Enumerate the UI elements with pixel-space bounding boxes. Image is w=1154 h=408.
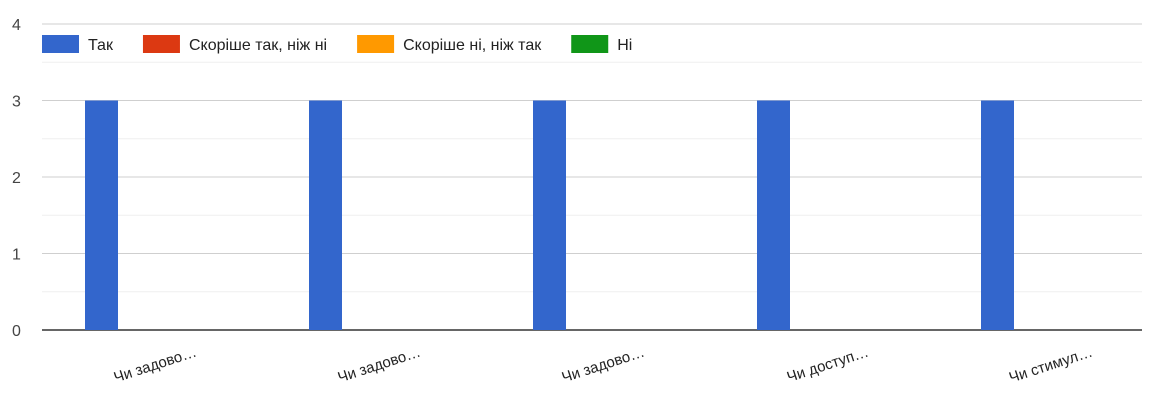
x-tick-label: Чи стимул… [1007,344,1095,387]
legend: Так Скоріше так, ніж ні Скоріше ні, ніж та… [42,35,632,54]
bar[interactable] [981,100,1014,331]
y-tick-label: 3 [12,94,21,111]
y-tick-label: 2 [12,170,21,187]
y-tick-label: 1 [12,247,21,264]
bars-layer [85,100,1014,331]
legend-swatch [571,35,609,53]
bar[interactable] [533,100,566,331]
y-tick-label: 0 [12,323,21,340]
legend-label[interactable]: Скоріше так, ніж ні [189,37,327,54]
legend-swatch [42,35,79,53]
bar[interactable] [85,100,118,331]
y-tick-label: 4 [12,17,21,34]
x-tick-label: Чи задово… [112,344,199,387]
legend-label[interactable]: Так [88,37,114,54]
grid-layer [42,23,1142,331]
x-tick-label: Чи задово… [560,344,647,387]
y-axis-ticks: 0 1 2 3 4 [12,17,21,340]
x-tick-label: Чи задово… [336,344,423,387]
legend-swatch [357,35,395,53]
legend-swatch [142,35,180,53]
legend-label[interactable]: Ні [617,37,632,54]
bar[interactable] [757,100,790,331]
legend-label[interactable]: Скоріше ні, ніж так [403,37,542,54]
bar[interactable] [309,100,342,331]
x-axis-ticks: Чи задово… Чи задово… Чи задово… Чи доступ…… [112,344,1095,387]
x-tick-label: Чи доступ… [785,344,871,386]
